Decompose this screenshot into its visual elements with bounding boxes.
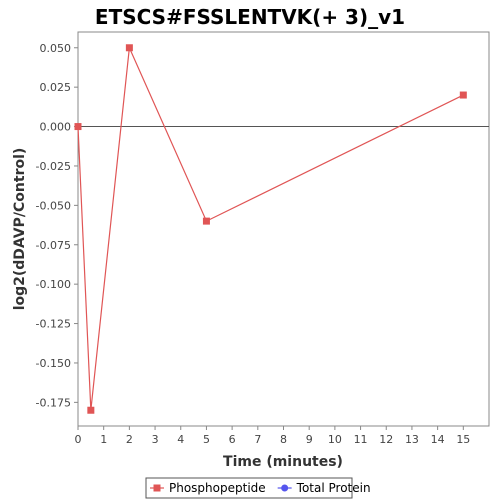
series-layer — [74, 44, 467, 414]
legend: Phosphopeptide Total Protein — [145, 477, 371, 499]
legend-marker — [281, 484, 289, 492]
data-point — [74, 123, 82, 131]
y-tick-label: -0.025 — [36, 160, 71, 173]
x-tick-label: 1 — [100, 433, 107, 446]
x-axis: 0 1 2 3 4 5 6 7 8 9 10 11 12 13 14 15 — [75, 426, 470, 446]
x-axis-label: Time (minutes) — [223, 454, 343, 470]
y-tick-label: 0.050 — [40, 42, 72, 55]
x-tick-label: 2 — [126, 433, 133, 446]
data-point — [459, 91, 467, 99]
x-tick-label: 14 — [431, 433, 445, 446]
x-tick-label: 15 — [456, 433, 470, 446]
x-tick-label: 6 — [229, 433, 236, 446]
data-point — [202, 217, 210, 225]
y-tick-label: 0.000 — [40, 121, 72, 134]
x-tick-label: 0 — [75, 433, 82, 446]
x-tick-label: 10 — [328, 433, 342, 446]
x-tick-label: 5 — [203, 433, 210, 446]
y-tick-label: -0.100 — [36, 278, 71, 291]
x-tick-label: 12 — [379, 433, 393, 446]
x-tick-label: 8 — [280, 433, 287, 446]
y-axis: 0.050 0.025 0.000 -0.025 -0.050 -0.075 -0.100 -… — [36, 42, 78, 409]
data-point — [125, 44, 133, 52]
x-tick-label: 3 — [152, 433, 159, 446]
data-point — [87, 406, 95, 414]
x-tick-label: 13 — [405, 433, 419, 446]
legend-marker — [153, 484, 161, 492]
legend-label: Phosphopeptide — [169, 481, 266, 495]
y-tick-label: -0.075 — [36, 239, 71, 252]
y-axis-label: log2(dDAVP/Control) — [12, 148, 28, 311]
chart-title: ETSCS#FSSLENTVK(+ 3)_v1 — [95, 5, 405, 29]
y-tick-label: 0.025 — [40, 81, 72, 94]
legend-label: Total Protein — [296, 481, 371, 495]
y-tick-label: -0.050 — [36, 199, 71, 212]
x-tick-label: 11 — [354, 433, 368, 446]
plot-area — [77, 31, 490, 427]
x-tick-label: 7 — [254, 433, 261, 446]
x-tick-label: 9 — [306, 433, 313, 446]
y-tick-label: -0.175 — [36, 396, 71, 409]
y-tick-label: -0.125 — [36, 318, 71, 331]
legend-box — [145, 477, 353, 499]
x-tick-label: 4 — [177, 433, 184, 446]
y-tick-label: -0.150 — [36, 357, 71, 370]
